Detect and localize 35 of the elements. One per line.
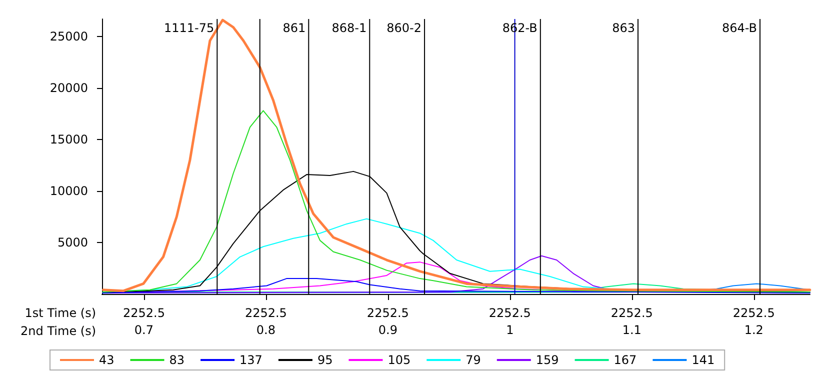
y-tick-label: 5000 <box>57 236 88 250</box>
annotation: 863 <box>612 21 635 35</box>
x-tick-label: 0.7 <box>134 323 154 337</box>
text: 2252.5 <box>610 306 653 320</box>
text: 2252.5 <box>122 306 165 320</box>
text: 2252.5 <box>366 306 409 320</box>
legend-label: 105 <box>388 353 411 367</box>
annotation: 1111-75 <box>164 21 214 35</box>
legend-label: 43 <box>99 353 114 367</box>
y-tick-label: 15000 <box>50 132 88 147</box>
text: 2252.5 <box>732 306 775 320</box>
legend-label: 141 <box>692 353 715 367</box>
x-tick-label: 0.9 <box>378 323 398 337</box>
text: 1st Time (s) <box>24 306 96 320</box>
annotation: 868-1 <box>332 21 367 35</box>
legend-label: 83 <box>169 353 185 367</box>
text: 2252.5 <box>488 306 531 320</box>
annotation: 860-2 <box>386 21 422 35</box>
y-tick-label: 10000 <box>50 184 88 198</box>
y-tick-label: 25000 <box>50 30 88 44</box>
text: 2252.5 <box>244 306 287 320</box>
y-tick-label: 20000 <box>50 81 88 96</box>
legend-label: 137 <box>240 353 262 367</box>
x-axis-title: 2nd Time (s) <box>20 324 96 338</box>
legend-label: 167 <box>614 353 637 367</box>
x-tick-label: 0.8 <box>256 323 276 337</box>
annotation: 864-B <box>722 21 757 35</box>
legend-label: 159 <box>536 353 559 367</box>
legend-label: 95 <box>317 353 333 367</box>
annotation: 861 <box>282 21 306 35</box>
legend-label: 79 <box>466 353 481 367</box>
x-tick-label: 1 <box>506 323 514 337</box>
x-tick-label: 1.1 <box>622 323 642 337</box>
x-tick-label: 1.2 <box>744 323 764 337</box>
line-series <box>102 18 812 292</box>
